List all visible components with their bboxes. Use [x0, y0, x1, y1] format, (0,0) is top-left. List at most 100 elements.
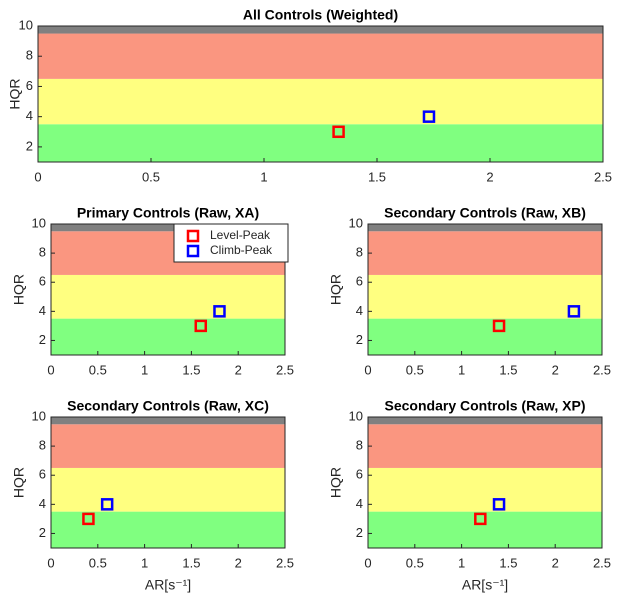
chart-title: All Controls (Weighted): [243, 7, 398, 23]
y-axis-label: HQR: [328, 467, 344, 498]
marker: [474, 512, 487, 526]
band: [51, 274, 285, 319]
band: [51, 467, 285, 512]
y-tick-label: 4: [356, 303, 363, 318]
x-tick-label: 2.5: [276, 362, 294, 377]
x-tick-label: 1.5: [182, 362, 200, 377]
y-tick-label: 10: [19, 17, 33, 32]
y-tick-label: 6: [26, 78, 33, 93]
y-axis-label: HQR: [11, 467, 27, 498]
y-tick-label: 10: [32, 408, 46, 423]
band: [38, 78, 603, 125]
x-tick-label: 1: [141, 362, 148, 377]
band: [51, 318, 285, 355]
x-tick-label: 2: [552, 555, 559, 570]
x-tick-label: 2.5: [594, 169, 612, 184]
y-tick-label: 2: [39, 525, 46, 540]
chart-title: Secondary Controls (Raw, XP): [385, 398, 586, 414]
y-tick-label: 6: [356, 467, 363, 482]
x-axis-label: AR[s⁻¹]: [145, 577, 191, 593]
y-tick-label: 8: [39, 438, 46, 453]
marker: [492, 498, 506, 511]
marker: [194, 319, 208, 333]
marker: [567, 305, 581, 318]
legend-label: Climb-Peak: [210, 243, 273, 257]
y-tick-label: 10: [349, 215, 363, 230]
y-tick-label: 4: [39, 303, 46, 318]
x-tick-label: 2: [235, 555, 242, 570]
x-tick-label: 2: [552, 362, 559, 377]
chart-title: Primary Controls (Raw, XA): [77, 205, 259, 221]
x-tick-label: 2.5: [276, 555, 294, 570]
y-tick-label: 4: [356, 496, 363, 511]
marker: [422, 110, 436, 123]
y-tick-label: 8: [356, 245, 363, 260]
band: [51, 424, 285, 468]
x-tick-label: 0.5: [89, 362, 107, 377]
band: [51, 224, 285, 232]
x-tick-label: 0: [364, 555, 371, 570]
legend-swatch: [186, 244, 200, 258]
x-tick-label: 1.5: [499, 362, 517, 377]
marker: [332, 125, 345, 139]
marker: [100, 498, 114, 511]
y-axis-label: HQR: [7, 78, 23, 109]
chart-title: Secondary Controls (Raw, XC): [67, 398, 269, 414]
band: [38, 33, 603, 79]
y-tick-label: 10: [32, 215, 46, 230]
x-tick-label: 1: [458, 555, 465, 570]
axes-box: [50, 416, 286, 549]
y-tick-label: 2: [39, 332, 46, 347]
x-tick-label: 2.5: [593, 555, 611, 570]
x-tick-label: 1: [141, 555, 148, 570]
axes-box: [37, 25, 604, 163]
x-tick-label: 2: [235, 362, 242, 377]
y-tick-label: 2: [356, 332, 363, 347]
axes-box: [50, 223, 286, 356]
axes-box: [367, 416, 603, 549]
band: [368, 467, 602, 512]
y-tick-label: 2: [356, 525, 363, 540]
band: [368, 224, 602, 232]
marker: [492, 319, 506, 333]
marker: [213, 305, 226, 318]
band: [51, 511, 285, 548]
x-tick-label: 0.5: [406, 555, 424, 570]
y-tick-label: 8: [356, 438, 363, 453]
x-tick-label: 2: [486, 169, 493, 184]
band: [368, 318, 602, 355]
x-tick-label: 0.5: [89, 555, 107, 570]
axes-box: [367, 223, 603, 356]
y-tick-label: 6: [39, 467, 46, 482]
y-tick-label: 8: [26, 48, 33, 63]
y-tick-label: 6: [356, 274, 363, 289]
legend-label: Level-Peak: [210, 228, 271, 242]
y-axis-label: HQR: [11, 274, 27, 305]
x-tick-label: 0: [34, 169, 41, 184]
band: [38, 124, 603, 162]
band: [38, 26, 603, 34]
x-tick-label: 2.5: [593, 362, 611, 377]
x-tick-label: 0: [47, 555, 54, 570]
band: [368, 424, 602, 468]
y-tick-label: 6: [39, 274, 46, 289]
x-tick-label: 0.5: [142, 169, 160, 184]
x-tick-label: 1.5: [182, 555, 200, 570]
x-axis-label: AR[s⁻¹]: [462, 577, 508, 593]
y-tick-label: 4: [26, 108, 33, 123]
y-tick-label: 10: [349, 408, 363, 423]
band: [368, 231, 602, 275]
chart-title: Secondary Controls (Raw, XB): [384, 205, 586, 221]
y-tick-label: 8: [39, 245, 46, 260]
x-tick-label: 1.5: [499, 555, 517, 570]
band: [51, 417, 285, 425]
band: [368, 417, 602, 425]
x-tick-label: 1: [260, 169, 267, 184]
x-tick-label: 1: [458, 362, 465, 377]
legend-swatch: [186, 229, 200, 243]
band: [368, 274, 602, 319]
y-tick-label: 2: [26, 138, 33, 153]
marker: [82, 512, 95, 526]
